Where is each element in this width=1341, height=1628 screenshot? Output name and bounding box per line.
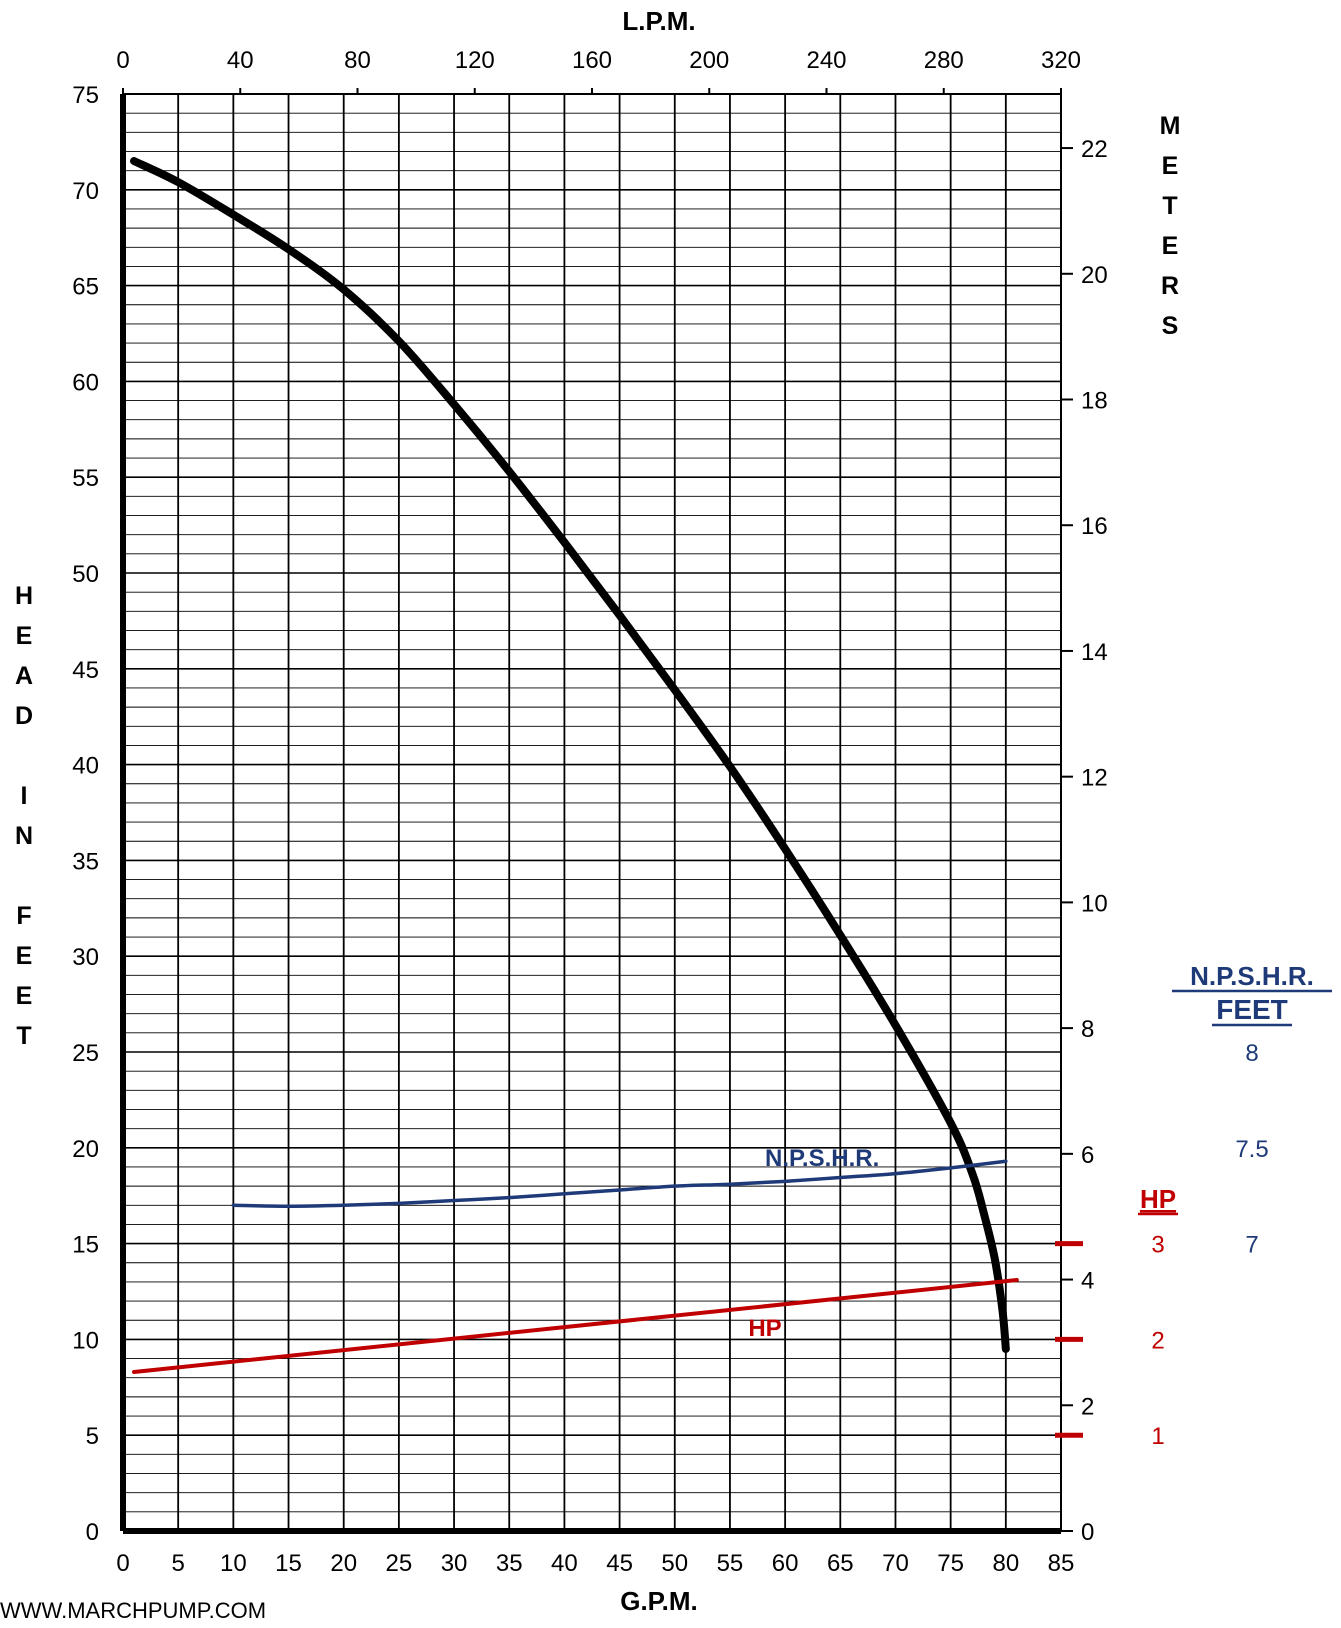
npshr-curve-label: N.P.S.H.R. <box>765 1145 879 1172</box>
left-tick-label: 20 <box>72 1136 99 1163</box>
left-tick-label: 60 <box>72 369 99 396</box>
top-tick-label: 240 <box>806 47 846 74</box>
right-tick-label: 22 <box>1081 136 1108 163</box>
hp-curve <box>132 1278 1019 1374</box>
grid <box>120 93 1062 1534</box>
right-tick-label: 12 <box>1081 765 1108 792</box>
top-tick-label: 320 <box>1041 47 1081 74</box>
bottom-tick-label: 5 <box>171 1550 184 1577</box>
bottom-tick-label: 70 <box>882 1550 909 1577</box>
right-tick-label: 8 <box>1081 1016 1094 1043</box>
bottom-tick-label: 80 <box>992 1550 1019 1577</box>
left-tick-label: 50 <box>72 561 99 588</box>
head-curve <box>130 157 1010 1353</box>
npshr-scale-subtitle: FEET <box>1216 994 1288 1025</box>
right-tick-label: 14 <box>1081 639 1108 666</box>
left-tick-label: 40 <box>72 753 99 780</box>
side-scales: HP 1 2 3 N.P.S.H.R.FEET 8 7.5 7 <box>1055 961 1332 1450</box>
bottom-tick-label: 50 <box>661 1550 688 1577</box>
npshr-scale-label: 7 <box>1245 1232 1258 1259</box>
left-tick-label: 5 <box>86 1423 99 1450</box>
right-tick-label: 18 <box>1081 388 1108 415</box>
right-tick-label: 16 <box>1081 513 1108 540</box>
bottom-tick-label: 55 <box>717 1550 744 1577</box>
bottom-tick-label: 75 <box>937 1550 964 1577</box>
left-tick-label: 35 <box>72 848 99 875</box>
bottom-tick-label: 65 <box>827 1550 854 1577</box>
right-tick-label: 0 <box>1081 1519 1094 1546</box>
bottom-tick-label: 25 <box>386 1550 413 1577</box>
npshr-scale-label: 8 <box>1245 1040 1258 1067</box>
right-axis-title: M E T E R S <box>1159 112 1181 340</box>
bottom-tick-label: 20 <box>330 1550 357 1577</box>
website-footer: WWW.MARCHPUMP.COM <box>0 1598 267 1623</box>
top-tick-label: 200 <box>689 47 729 74</box>
axis-ticks: 0 5 10 15 20 25 30 35 40 45 50 55 60 65 70 75 80 850 40 80 1… <box>72 47 1107 1577</box>
hp-scale-label: 1 <box>1151 1423 1164 1450</box>
left-tick-label: 15 <box>72 1232 99 1259</box>
right-tick-label: 20 <box>1081 262 1108 289</box>
bottom-tick-label: 45 <box>606 1550 633 1577</box>
bottom-tick-label: 10 <box>220 1550 247 1577</box>
top-tick-label: 40 <box>227 47 254 74</box>
left-tick-label: 0 <box>86 1519 99 1546</box>
bottom-tick-label: 60 <box>772 1550 799 1577</box>
left-tick-label: 65 <box>72 274 99 301</box>
right-tick-label: 10 <box>1081 890 1108 917</box>
bottom-tick-label: 35 <box>496 1550 523 1577</box>
left-tick-label: 45 <box>72 657 99 684</box>
top-tick-label: 120 <box>455 47 495 74</box>
hp-scale-title: HP <box>1140 1184 1176 1214</box>
left-tick-label: 10 <box>72 1327 99 1354</box>
left-tick-label: 55 <box>72 465 99 492</box>
left-tick-label: 70 <box>72 178 99 205</box>
left-tick-label: 75 <box>72 82 99 109</box>
bottom-tick-label: 15 <box>275 1550 302 1577</box>
right-tick-label: 6 <box>1081 1142 1094 1169</box>
hp-scale-label: 2 <box>1151 1327 1164 1354</box>
npshr-scale-title: N.P.S.H.R. <box>1190 961 1314 991</box>
bottom-tick-label: 30 <box>441 1550 468 1577</box>
bottom-axis-title: G.P.M. <box>620 1586 698 1616</box>
left-axis-title: H E A D I N F E E T <box>14 582 34 1050</box>
series <box>130 157 1019 1374</box>
left-tick-label: 30 <box>72 944 99 971</box>
top-tick-label: 80 <box>344 47 371 74</box>
top-tick-label: 280 <box>924 47 964 74</box>
hp-curve-label: HP <box>748 1315 781 1342</box>
top-axis-title: L.P.M. <box>622 6 695 36</box>
right-tick-label: 2 <box>1081 1393 1094 1420</box>
hp-scale-label: 3 <box>1151 1232 1164 1259</box>
right-tick-label: 4 <box>1081 1268 1094 1295</box>
left-tick-label: 25 <box>72 1040 99 1067</box>
bottom-tick-label: 0 <box>116 1550 129 1577</box>
npshr-curve <box>231 1159 1008 1208</box>
top-tick-label: 0 <box>116 47 129 74</box>
bottom-tick-label: 40 <box>551 1550 578 1577</box>
top-tick-label: 160 <box>572 47 612 74</box>
bottom-tick-label: 85 <box>1048 1550 1075 1577</box>
npshr-scale-label: 7.5 <box>1235 1136 1268 1163</box>
